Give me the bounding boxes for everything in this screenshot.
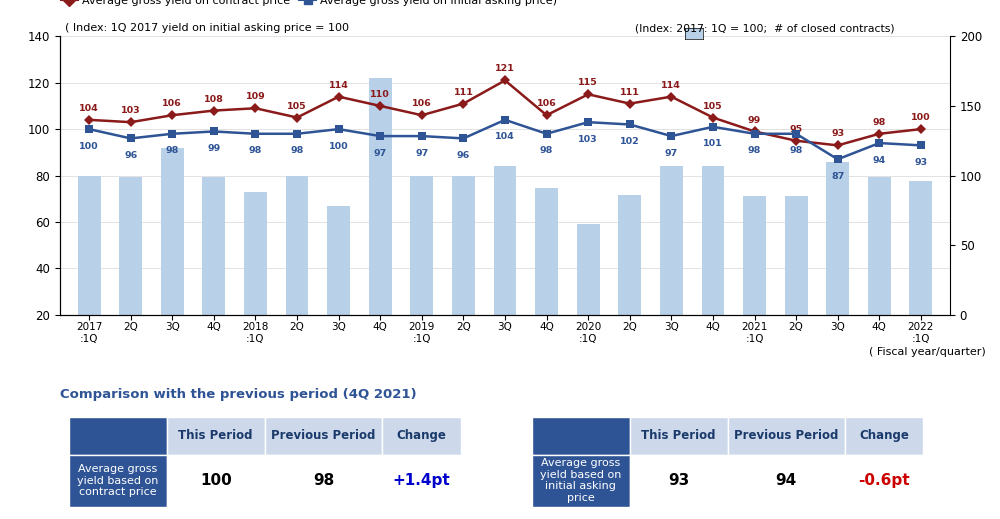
Text: 100: 100 (911, 113, 931, 122)
Bar (728, 455, 845, 507)
Bar (702, 166, 724, 315)
Text: ( Index: 1Q 2017 yield on initial asking price = 100: ( Index: 1Q 2017 yield on initial asking… (65, 23, 349, 33)
Text: 87: 87 (831, 172, 844, 181)
Bar (577, 224, 600, 315)
Text: 98: 98 (789, 146, 803, 155)
Text: 106: 106 (162, 99, 182, 108)
Text: 98: 98 (540, 146, 553, 155)
Text: 106: 106 (412, 99, 432, 108)
Text: 100: 100 (79, 142, 99, 151)
Bar (265, 455, 382, 507)
Text: Change: Change (396, 429, 446, 442)
Text: 93: 93 (831, 129, 844, 139)
Text: 98: 98 (873, 118, 886, 127)
Text: 97: 97 (415, 148, 428, 158)
Bar (244, 192, 267, 315)
Text: 98: 98 (290, 146, 304, 155)
X-axis label: ( Fiscal year/quarter): ( Fiscal year/quarter) (869, 347, 986, 357)
Text: Previous Period: Previous Period (271, 429, 376, 442)
Text: 111: 111 (453, 88, 473, 97)
Bar (167, 417, 265, 455)
Text: 103: 103 (121, 106, 141, 115)
Text: 99: 99 (207, 144, 221, 153)
Text: This Period: This Period (641, 429, 716, 442)
Bar (532, 417, 630, 455)
Text: 99: 99 (748, 116, 761, 125)
Text: 94: 94 (873, 156, 886, 165)
Text: (Index: 2017: 1Q = 100;  # of closed contracts): (Index: 2017: 1Q = 100; # of closed cont… (635, 23, 895, 33)
Text: 104: 104 (79, 104, 99, 113)
Bar (452, 175, 475, 315)
Text: 114: 114 (329, 81, 349, 90)
Bar (785, 196, 808, 315)
Bar (494, 166, 516, 315)
Bar (909, 181, 932, 315)
Text: 97: 97 (665, 148, 678, 158)
Text: Average gross
yield based on
contract price: Average gross yield based on contract pr… (77, 464, 159, 497)
Bar (202, 177, 225, 315)
Bar (630, 417, 728, 455)
Text: 98: 98 (166, 146, 179, 155)
Bar (69, 455, 167, 507)
Bar (728, 417, 845, 455)
Bar (743, 196, 766, 315)
Text: 115: 115 (578, 78, 598, 87)
Text: 105: 105 (703, 102, 723, 111)
Text: 121: 121 (495, 64, 515, 74)
Text: 98: 98 (249, 146, 262, 155)
Bar (660, 166, 683, 315)
Text: 109: 109 (246, 92, 265, 101)
Text: 100: 100 (200, 473, 232, 488)
Bar (868, 177, 891, 315)
Text: Comparison with the previous period (4Q 2021): Comparison with the previous period (4Q … (60, 388, 417, 401)
Text: 93: 93 (914, 158, 927, 167)
Text: -0.6pt: -0.6pt (858, 473, 910, 488)
Text: 108: 108 (204, 94, 224, 104)
Bar (78, 175, 101, 315)
Text: 98: 98 (313, 473, 334, 488)
Text: 101: 101 (703, 139, 723, 148)
Text: Change: Change (859, 429, 909, 442)
Bar (845, 417, 923, 455)
Bar (382, 455, 460, 507)
Bar (265, 417, 382, 455)
Text: Previous Period: Previous Period (734, 429, 838, 442)
Legend: Average gross yield on contract price, Average gross yield on initial asking pri: Average gross yield on contract price, A… (57, 0, 562, 11)
Bar (826, 161, 849, 315)
Bar (630, 455, 728, 507)
Text: 96: 96 (457, 151, 470, 160)
Text: 94: 94 (776, 473, 797, 488)
Bar (535, 188, 558, 315)
Text: This Period: This Period (178, 429, 253, 442)
Text: 114: 114 (661, 81, 681, 90)
Text: 98: 98 (748, 146, 761, 155)
Text: 106: 106 (537, 99, 556, 108)
Bar (532, 455, 630, 507)
Bar (410, 175, 433, 315)
Text: 100: 100 (329, 142, 348, 151)
Text: 104: 104 (495, 132, 515, 141)
Bar (327, 206, 350, 315)
Bar (845, 455, 923, 507)
Bar (618, 195, 641, 315)
Text: 97: 97 (374, 148, 387, 158)
Text: 103: 103 (578, 134, 598, 144)
Text: 96: 96 (124, 151, 137, 160)
Text: +1.4pt: +1.4pt (392, 473, 450, 488)
Text: Average gross
yield based on
initial asking
price: Average gross yield based on initial ask… (540, 458, 621, 503)
Bar (369, 78, 392, 315)
Bar (69, 417, 167, 455)
Text: 102: 102 (620, 137, 640, 146)
Text: 110: 110 (370, 90, 390, 99)
Bar (119, 177, 142, 315)
Text: 111: 111 (620, 88, 640, 97)
Text: 93: 93 (668, 473, 689, 488)
Bar (286, 175, 308, 315)
Bar (161, 148, 184, 315)
Bar (382, 417, 460, 455)
Text: 95: 95 (790, 125, 803, 134)
Text: 105: 105 (287, 102, 307, 111)
Bar (167, 455, 265, 507)
